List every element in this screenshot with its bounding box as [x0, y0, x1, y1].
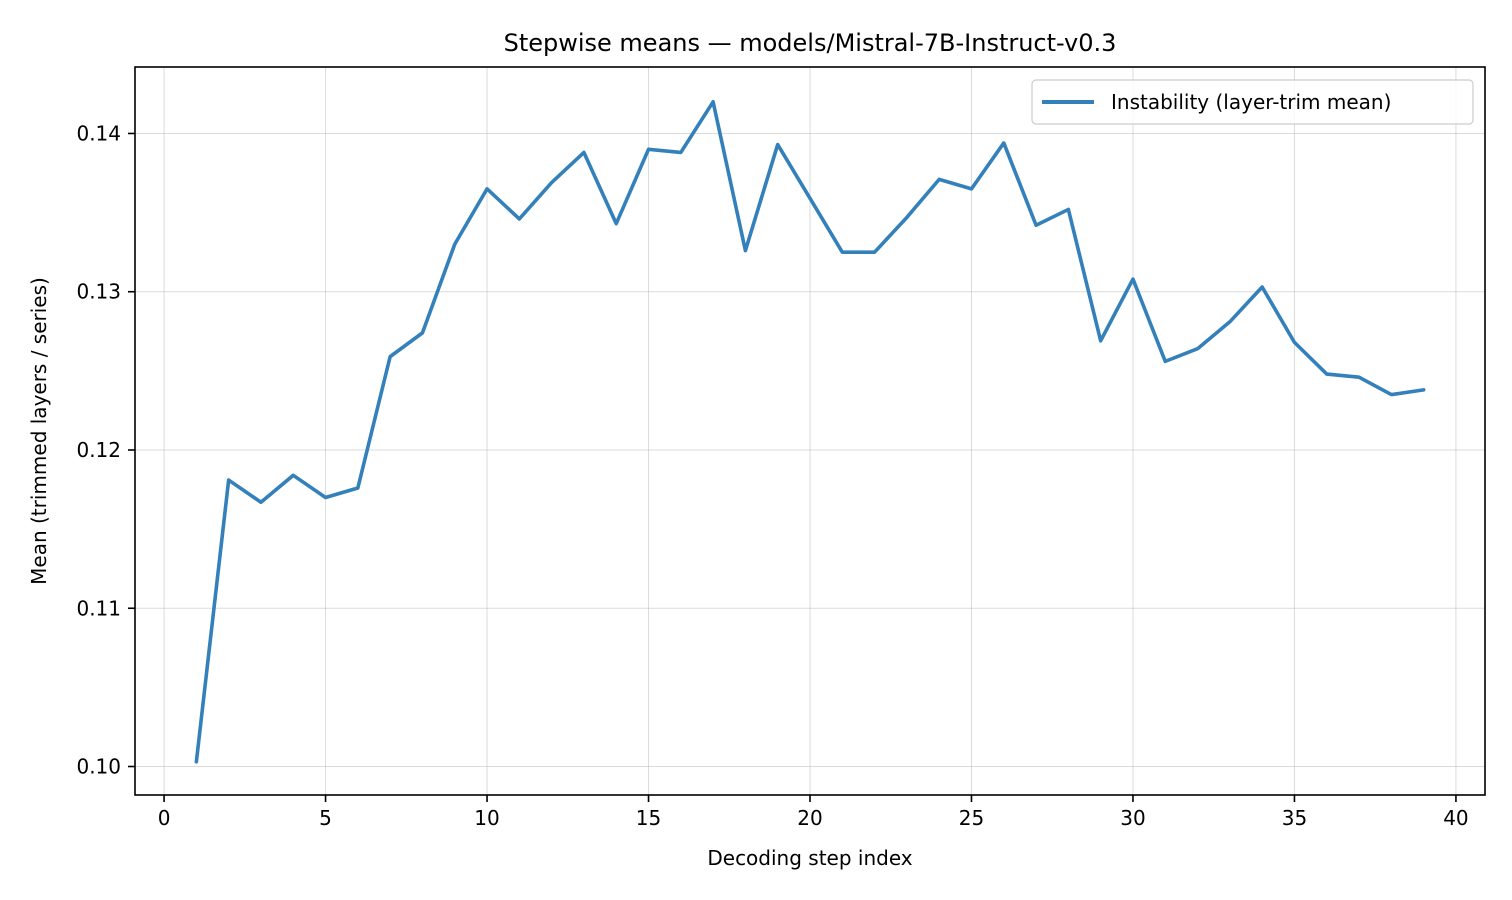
y-axis-label: Mean (trimmed layers / series) [27, 277, 51, 585]
x-tick-label: 20 [797, 806, 822, 830]
x-tick-label: 25 [959, 806, 984, 830]
legend: Instability (layer-trim mean) [1031, 79, 1474, 125]
series-layer [194, 100, 1426, 764]
chart-title: Stepwise means — models/Mistral-7B-Instr… [504, 29, 1117, 57]
x-tick-label: 5 [319, 806, 332, 830]
x-tick-label: 40 [1443, 806, 1468, 830]
x-tick-label: 35 [1282, 806, 1307, 830]
x-tick-label: 10 [474, 806, 499, 830]
legend-entry-label: Instability (layer-trim mean) [1111, 90, 1391, 114]
y-tick-label: 0.10 [76, 755, 121, 779]
y-tick-label: 0.11 [76, 596, 121, 620]
y-tick-label: 0.12 [76, 438, 121, 462]
y-tick-label: 0.14 [76, 121, 121, 145]
x-axis-label: Decoding step index [707, 846, 912, 870]
x-tick-label: 30 [1120, 806, 1145, 830]
x-tick-label: 0 [158, 806, 171, 830]
y-tick-label: 0.13 [76, 280, 121, 304]
legend-box [1031, 79, 1474, 125]
x-tick-label: 15 [636, 806, 661, 830]
axis-ticks: 0 5 10 15 20 25 30 35 40 0.10 0.11 0.12 0.13 0.14 [76, 121, 1468, 830]
